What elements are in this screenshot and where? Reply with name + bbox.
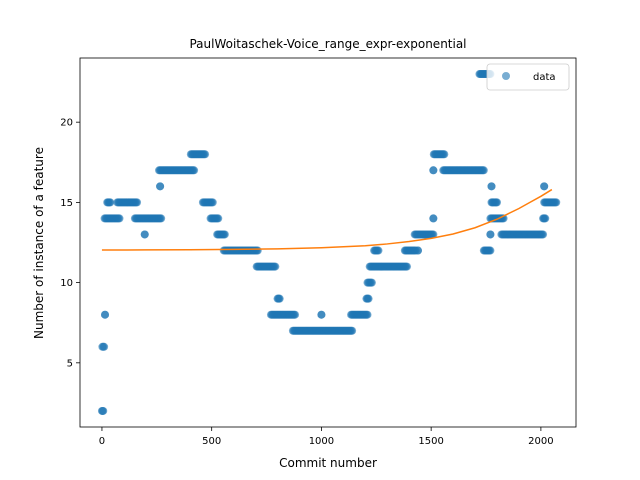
data-point: [479, 166, 488, 175]
data-point: [99, 406, 108, 415]
x-tick-label: 1500: [418, 436, 443, 447]
data-point: [190, 166, 199, 175]
data-point: [220, 230, 229, 239]
y-axis-label: Number of instance of a feature: [32, 147, 46, 339]
legend-marker: [502, 72, 510, 80]
y-tick-label: 15: [60, 198, 73, 209]
data-point: [201, 150, 210, 159]
data-layer: [97, 70, 561, 415]
data-point: [133, 198, 142, 207]
x-axis-label: Commit number: [279, 456, 377, 470]
fit-line: [101, 188, 553, 251]
data-point: [541, 214, 550, 223]
data-point: [208, 198, 217, 207]
data-point: [291, 310, 300, 319]
data-point: [492, 198, 501, 207]
chart-title: PaulWoitaschek-Voice_range_expr-exponent…: [189, 37, 466, 51]
data-point: [275, 294, 284, 303]
data-point: [106, 198, 115, 207]
data-point: [552, 198, 561, 207]
plot-frame: [79, 57, 577, 428]
data-point: [317, 310, 326, 319]
legend: data: [486, 63, 570, 91]
data-point: [367, 278, 376, 287]
legend-box: [486, 63, 570, 91]
data-point: [429, 166, 438, 175]
data-point: [487, 182, 496, 191]
data-point: [214, 214, 223, 223]
y-tick-label: 20: [60, 118, 73, 129]
data-point: [403, 262, 412, 271]
x-tick-label: 0: [99, 436, 105, 447]
data-point: [440, 150, 449, 159]
data-point: [364, 294, 373, 303]
data-point: [156, 182, 165, 191]
y-tick-label: 5: [67, 358, 73, 369]
data-point: [100, 342, 109, 351]
data-point: [413, 246, 422, 255]
x-axis-ticks: 0 500 1000 1500 2000: [99, 427, 554, 447]
y-axis-ticks: 5 10 15 20: [60, 118, 80, 369]
data-point: [429, 230, 438, 239]
plot-area: [79, 57, 577, 428]
legend-label-data: data: [533, 72, 556, 83]
data-point: [115, 214, 124, 223]
data-point: [157, 214, 166, 223]
x-tick-label: 1000: [309, 436, 334, 447]
fit-layer: [101, 188, 553, 251]
data-point: [348, 326, 357, 335]
x-tick-label: 2000: [528, 436, 553, 447]
data-point: [429, 214, 438, 223]
data-point: [486, 246, 495, 255]
data-point: [271, 262, 280, 271]
data-point: [363, 310, 372, 319]
data-point: [140, 230, 149, 239]
data-point: [540, 182, 549, 191]
x-tick-label: 500: [202, 436, 221, 447]
data-point: [486, 230, 495, 239]
data-point: [374, 246, 383, 255]
y-tick-label: 10: [60, 278, 73, 289]
data-point: [539, 230, 548, 239]
data-point: [101, 310, 110, 319]
data-point: [253, 246, 262, 255]
